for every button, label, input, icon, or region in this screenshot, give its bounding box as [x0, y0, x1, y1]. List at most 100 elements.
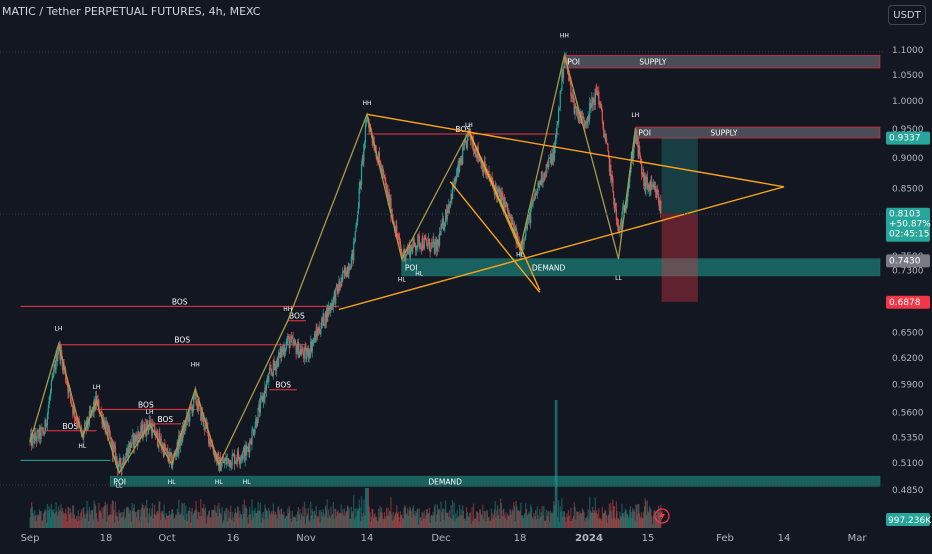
candle-body: [566, 58, 568, 66]
volume-bar: [615, 519, 617, 528]
candle-body: [317, 327, 320, 336]
candle-body: [365, 120, 367, 125]
volume-bar: [368, 506, 370, 528]
volume-bar: [477, 513, 479, 528]
volume-bar: [199, 516, 201, 528]
volume-bar: [565, 521, 567, 528]
candle-body: [197, 400, 200, 411]
candle-body: [447, 210, 449, 213]
volume-bar: [609, 510, 611, 528]
volume-bar: [161, 510, 163, 528]
candle-body: [132, 434, 134, 436]
trend-line: [366, 113, 785, 188]
volume-bar: [483, 511, 485, 528]
candle-body: [348, 268, 350, 274]
volume-bar: [320, 509, 322, 528]
volume-bar: [378, 508, 380, 528]
candle-body: [432, 238, 434, 243]
candle-body: [329, 304, 331, 311]
candle-body: [641, 173, 643, 175]
candle-body: [47, 407, 49, 414]
candle-body: [620, 222, 622, 228]
candle-body: [472, 141, 474, 145]
volume-bar: [571, 520, 573, 528]
candle-body: [466, 135, 468, 148]
candle-body: [528, 213, 530, 215]
volume-bar: [458, 516, 460, 528]
candle-body: [631, 154, 634, 161]
volume-bar: [284, 517, 287, 528]
candle-body: [364, 142, 366, 145]
candle-body: [651, 181, 653, 187]
volume-bar: [117, 520, 119, 528]
candle-body: [437, 239, 439, 243]
volume-bar: [569, 521, 571, 528]
volume-bar: [303, 516, 305, 528]
candle-body: [320, 328, 322, 334]
candle-body: [331, 303, 334, 307]
volume-bar: [425, 515, 427, 528]
volume-bar: [469, 512, 471, 528]
candle-body: [131, 435, 133, 445]
volume-bar: [242, 504, 244, 528]
candle-body: [431, 242, 433, 244]
volume-bar: [181, 502, 183, 528]
candle-body: [383, 171, 385, 176]
volume-bar: [583, 512, 585, 528]
volume-bar: [182, 503, 184, 528]
bos-label: BOS: [172, 297, 188, 306]
volume-bar: [33, 516, 35, 528]
volume-bar: [532, 518, 534, 528]
candle-body: [32, 434, 34, 436]
candle-body: [133, 435, 135, 448]
candle-body: [165, 448, 167, 451]
volume-bar: [497, 515, 499, 528]
volume-bar: [246, 508, 248, 528]
candle-body: [532, 199, 534, 204]
candle-body: [507, 211, 509, 217]
volume-bar: [507, 515, 509, 528]
volume-bar: [599, 517, 601, 528]
volume-bar: [586, 515, 588, 528]
volume-bar: [39, 511, 41, 528]
volume-bar: [342, 515, 345, 528]
candle-body: [571, 96, 573, 98]
volume-bar: [99, 511, 101, 528]
candle-body: [615, 208, 617, 221]
volume-bar: [245, 505, 247, 528]
volume-bar: [154, 504, 156, 528]
candle-body: [262, 394, 265, 402]
volume-bar: [417, 524, 420, 528]
candle-body: [274, 365, 277, 371]
volume-bar: [70, 512, 72, 528]
candle-body: [565, 58, 567, 60]
volume-bar: [429, 522, 431, 528]
candle-body: [48, 400, 50, 408]
candle-body: [351, 249, 353, 257]
currency-button[interactable]: USDT: [888, 5, 926, 25]
volume-bar: [600, 518, 602, 528]
candle-body: [651, 185, 654, 187]
candle-body: [337, 288, 339, 293]
candle-body: [111, 439, 113, 448]
candle-body: [336, 284, 338, 289]
volume-bar: [147, 522, 149, 528]
candle-body: [186, 415, 189, 420]
current-price-label-text: 02:45:15: [889, 230, 929, 240]
candle-body: [644, 174, 646, 191]
volume-bar: [648, 506, 651, 528]
volume-bar: [476, 511, 478, 528]
zone-poi-label: POI: [405, 263, 418, 272]
volume-bar: [647, 511, 649, 528]
volume-bar: [173, 519, 175, 528]
volume-bar: [287, 513, 290, 528]
candle-body: [84, 423, 86, 432]
volume-bar: [421, 511, 423, 528]
candle-body: [138, 435, 141, 438]
volume-bar: [479, 509, 482, 528]
volume-bar: [422, 512, 424, 528]
candle-body: [217, 454, 219, 456]
candle-body: [313, 340, 315, 341]
volume-bar: [614, 517, 616, 528]
